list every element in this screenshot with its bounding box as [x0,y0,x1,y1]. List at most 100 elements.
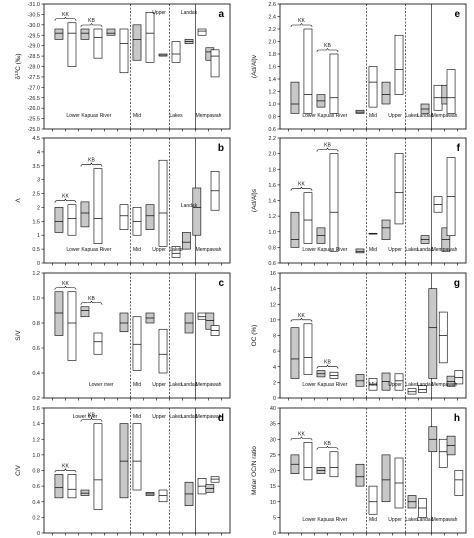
panel-h: 0 5 10 15 20 25 30 35 40 Molar OC/N ratio KK KB Lowe… [251,406,467,537]
y-tick-label: -29.0 [27,44,40,50]
y-tick-label: 1.6 [32,406,40,412]
y-tick-label: -25.5 [27,117,40,123]
group-bracket [54,16,77,21]
box [132,423,142,491]
region-label: Lakes [169,382,183,388]
group-label: KK [62,12,69,18]
box [119,312,129,333]
y-tick-label: 0.4 [32,500,40,506]
y-axis-label: C/V [15,464,22,476]
group-bracket [290,186,313,191]
y-tick-label: 0.6 [268,261,276,267]
group-label: KK [298,18,305,24]
region-label: Lower Kapuas River [66,113,111,119]
box [93,168,103,244]
box [67,204,77,236]
box [381,219,391,240]
region-label: Mempawah [432,382,458,388]
group-label: KB [88,158,95,164]
box [394,34,404,95]
group-label: KK [62,463,69,469]
group-label: KK [298,431,305,437]
y-tick-label: 6 [273,349,276,355]
box [454,470,464,496]
y-axis-label: S/V [15,330,22,341]
box [290,327,300,379]
panel-a: -31.0 -30.5 -30.0 -29.5 -29.0 -28.5 -28.0 -27.5… [14,2,231,133]
box [106,28,116,36]
region-label: Upper [388,113,402,119]
group-bracket [80,417,103,422]
box [67,22,77,67]
y-tick-label: 2.0 [268,152,276,158]
region-label: Landak [181,10,198,16]
y-axis-label: (Ad/Al)v [251,54,258,78]
box [93,28,103,59]
box [80,489,90,496]
region-label: Lakes [405,247,419,253]
y-tick-label: 0.6 [32,346,40,352]
y-tick-label: 0.2 [32,396,40,402]
region-label: Upper [152,414,166,420]
y-tick-label: 1.0 [268,230,276,236]
y-tick-label: -26.5 [27,96,40,102]
y-tick-label: 1.2 [268,214,276,220]
y-tick-label: -28.0 [27,65,40,71]
y-tick-label: -27.5 [27,75,40,81]
box [145,204,155,230]
box [54,207,64,233]
region-label: Lower river [89,382,114,388]
y-tick-label: 2.2 [268,136,276,142]
box [80,201,90,228]
y-tick-label: -29.5 [27,33,40,39]
region-label: Landak [181,414,198,420]
y-tick-label: 10 [270,318,276,324]
panel-g: 0 2 4 6 8 10 12 14 16 OC (%) KK KB Lower Kapuas Rive… [251,271,467,402]
box [329,153,339,252]
group-bracket [316,147,339,152]
group-bracket [80,162,103,167]
group-label: KB [324,43,331,49]
y-tick-label: 30 [270,437,276,443]
y-tick-label: 2 [37,205,40,211]
y-tick-label: 1.2 [268,90,276,96]
box [303,442,313,481]
panel-letter: g [454,278,460,289]
region-label: Mempawah [196,382,222,388]
box [329,451,339,478]
box [158,328,168,374]
box [54,474,64,499]
group-label: KB [88,18,95,24]
panel-b: 0 0.5 1 1.5 2 2.5 3 3.5 4 4.5 Λ KK KB Lower Kapuas Ri… [15,136,231,267]
panel-letter: a [218,9,224,20]
box [418,385,427,393]
panel-c: 0.2 0.4 0.6 0.8 1.0 1.2 S/V KK KB Lower river Mid U… [15,271,231,402]
box [394,373,404,391]
y-tick-label: 2.5 [32,192,40,198]
y-axis-label: Λ [15,198,22,203]
region-label: Upper [388,247,402,253]
y-tick-label: 15 [270,484,276,490]
box [80,28,90,40]
y-tick-label: -31.0 [27,2,40,8]
y-tick-label: 0.5 [32,247,40,253]
y-tick-label: -30.0 [27,23,40,29]
box [355,463,365,487]
y-tick-label: 10 [270,500,276,506]
box [119,28,129,74]
y-tick-label: 2.4 [268,15,276,21]
y-tick-label: 1.0 [268,102,276,108]
region-label: Upper [388,517,402,523]
group-bracket [316,364,339,369]
box [290,211,300,248]
group-label: KK [62,194,69,200]
region-label: Mid [369,113,377,119]
y-axis-label: (Ad/Al)s [251,188,258,212]
box [355,374,365,387]
y-tick-label: 4 [273,365,276,371]
panel-letter: d [218,413,224,424]
box [54,28,64,40]
group-label: KK [62,281,69,287]
y-tick-label: 0.6 [32,484,40,490]
